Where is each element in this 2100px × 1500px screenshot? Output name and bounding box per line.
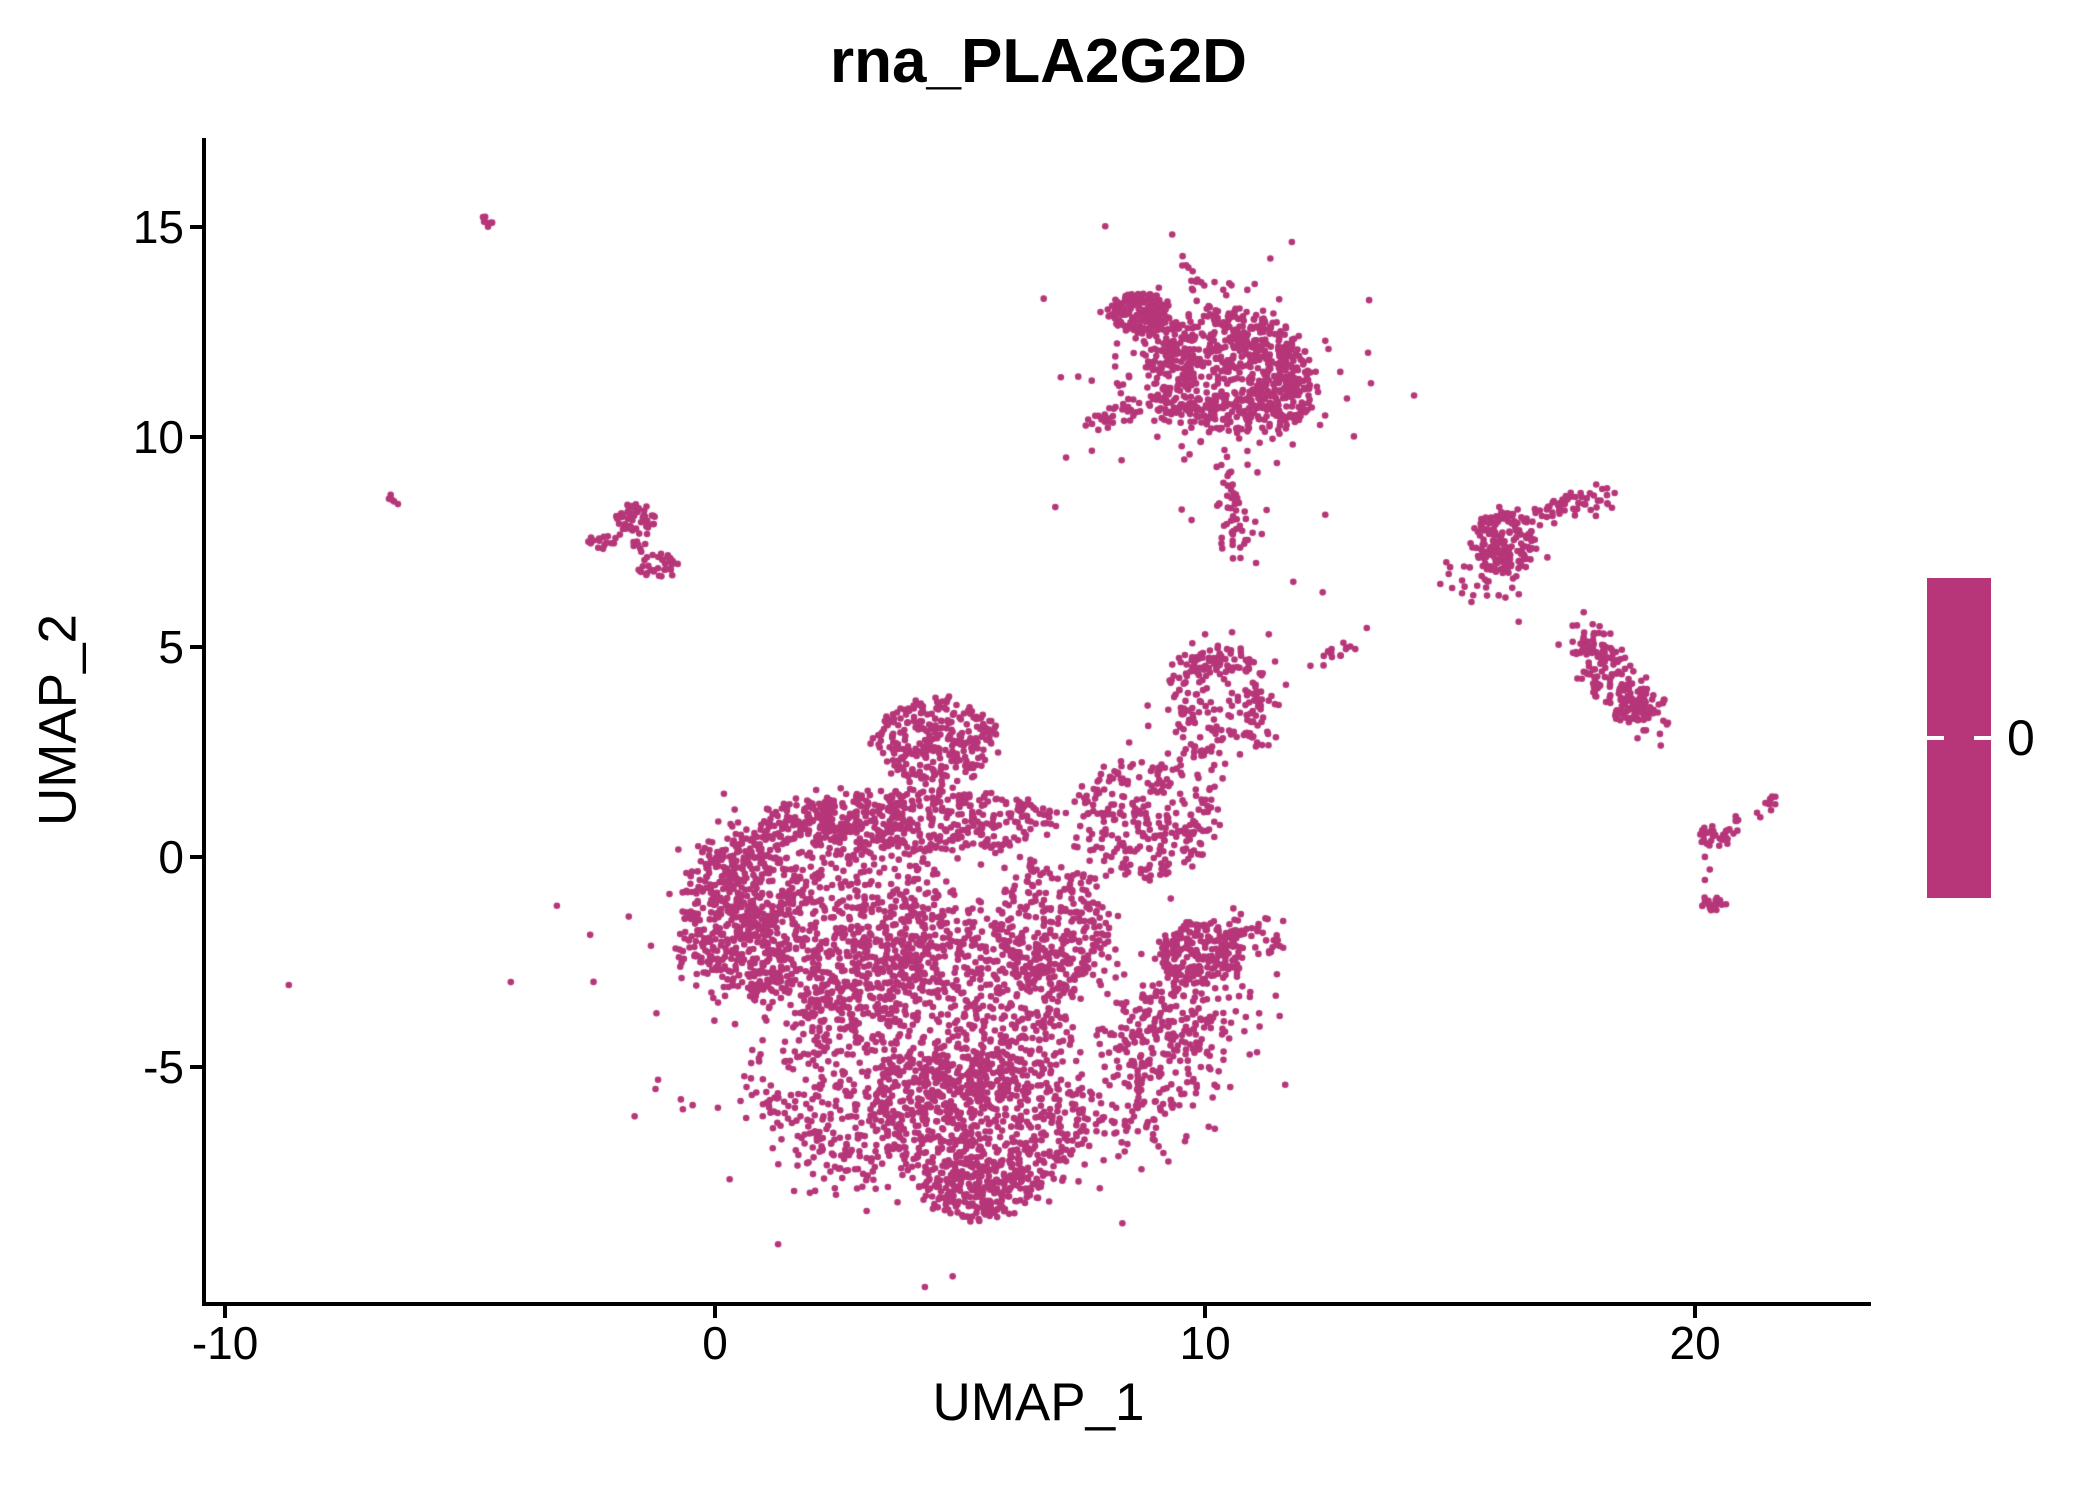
x-tick-label: -10 <box>191 1317 259 1369</box>
y-tick-label: 5 <box>158 620 184 673</box>
y-tick-label: 15 <box>132 201 184 254</box>
y-tick-mark <box>190 225 202 230</box>
y-tick-mark <box>190 854 202 859</box>
x-tick-label: 10 <box>1179 1317 1231 1369</box>
x-tick-label: 20 <box>1669 1317 1721 1369</box>
y-axis-title: UMAP_2 <box>28 613 88 827</box>
x-tick-mark <box>713 1306 718 1318</box>
plot-panel <box>202 138 1871 1306</box>
colorbar-tick-label: 0 <box>2007 710 2035 766</box>
scatter-points-canvas <box>206 138 1871 1302</box>
y-tick-mark <box>190 1064 202 1069</box>
plot-title: rna_PLA2G2D <box>830 27 1247 96</box>
y-tick-mark <box>190 644 202 649</box>
colorbar <box>1927 578 1991 898</box>
y-tick-mark <box>190 434 202 439</box>
x-tick-label: 0 <box>702 1317 728 1369</box>
y-tick-label: 0 <box>158 830 184 883</box>
x-tick-mark <box>1693 1306 1698 1318</box>
y-tick-label: -5 <box>143 1040 184 1093</box>
x-axis-title: UMAP_1 <box>932 1373 1145 1432</box>
colorbar-tick-right <box>1974 736 1991 740</box>
x-tick-mark <box>1203 1306 1208 1318</box>
colorbar-tick-left <box>1927 736 1944 740</box>
y-tick-label: 10 <box>132 410 184 463</box>
x-tick-mark <box>223 1306 228 1318</box>
